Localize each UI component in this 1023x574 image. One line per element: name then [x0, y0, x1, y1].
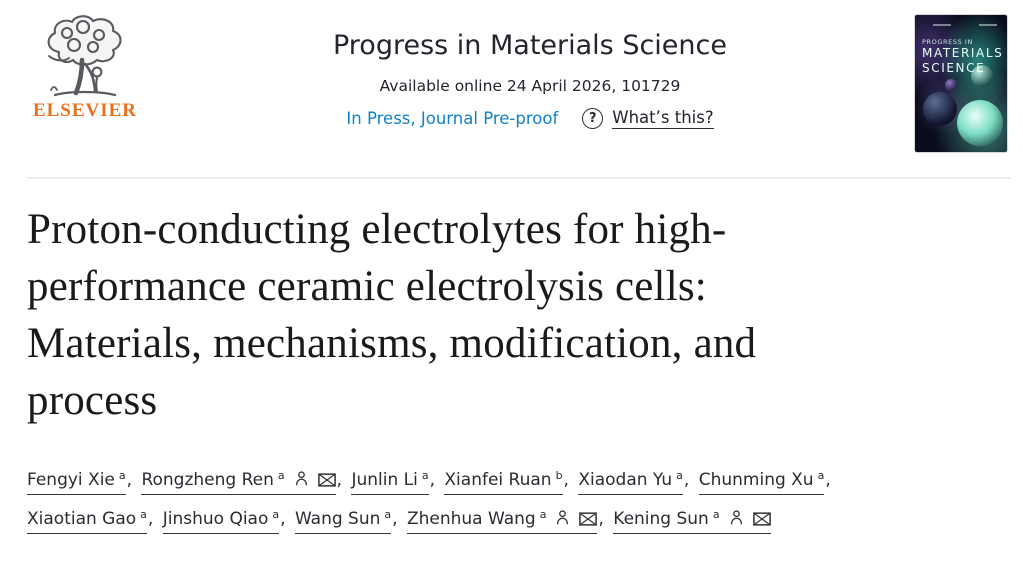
- author-link-xiaotian-gao[interactable]: Xiaotian Gao a: [27, 508, 147, 534]
- author-separator: ,: [563, 470, 569, 490]
- author-affiliation-sup: a: [539, 508, 547, 521]
- author-affiliation-sup: a: [421, 469, 429, 482]
- author-separator: ,: [280, 509, 286, 529]
- author-link-chunming-xu[interactable]: Chunming Xu a: [698, 469, 825, 495]
- author-separator: ,: [429, 470, 435, 490]
- author-affiliation-sup: a: [272, 508, 280, 521]
- journal-title-link[interactable]: Progress in Materials Science: [332, 30, 727, 61]
- author-name: Rongzheng Ren: [141, 470, 274, 490]
- article-title: Proton-conducting electrolytes for high-…: [27, 201, 996, 429]
- author-link-junlin-li[interactable]: Junlin Li a: [351, 469, 429, 495]
- author-affiliation-sup: a: [817, 469, 825, 482]
- author-name: Xiaotian Gao: [27, 509, 137, 529]
- question-glyph: ?: [589, 111, 597, 127]
- article-title-line: Proton-conducting electrolytes for high-: [27, 206, 727, 253]
- journal-meta: Progress in Materials Science Available …: [145, 14, 915, 130]
- person-icon: [557, 510, 569, 525]
- author-link-fengyi-xie[interactable]: Fengyi Xie a: [27, 469, 126, 495]
- in-press-link[interactable]: In Press, Journal Pre-proof: [346, 109, 559, 129]
- cover-top-text-decoration: [933, 24, 951, 26]
- elsevier-wordmark: ELSEVIER: [32, 100, 138, 121]
- cover-sphere-art: [945, 79, 957, 91]
- author-name: Xianfei Ruan: [444, 470, 552, 490]
- cover-title-line: MATERIALS: [922, 46, 1004, 61]
- cover-sphere-art: [923, 92, 957, 126]
- author-name: Xiaodan Yu: [578, 470, 673, 490]
- author-affiliation-sup: a: [140, 508, 147, 521]
- question-mark-icon[interactable]: ?: [582, 108, 604, 130]
- author-separator: ,: [126, 470, 133, 490]
- elsevier-logo[interactable]: ELSEVIER: [25, 14, 145, 122]
- envelope-icon: [317, 473, 336, 487]
- author-name: Wang Sun: [294, 509, 381, 529]
- author-link-kening-sun[interactable]: Kening Sun a: [613, 508, 771, 534]
- author-name: Kening Sun: [613, 509, 709, 529]
- author-affiliation-sup: a: [712, 508, 720, 521]
- author-affiliation-sup: a: [676, 469, 683, 482]
- author-link-rongzheng-ren[interactable]: Rongzheng Ren a: [141, 469, 336, 495]
- author-affiliation-sup: a: [277, 469, 285, 482]
- cover-sphere-art: [957, 100, 1003, 146]
- cover-title: PROGRESS IN MATERIALS SCIENCE: [922, 38, 1003, 76]
- cover-title-line: SCIENCE: [922, 61, 986, 76]
- journal-cover-thumbnail[interactable]: PROGRESS IN MATERIALS SCIENCE: [915, 15, 1007, 152]
- envelope-icon: [752, 512, 771, 526]
- cover-title-kicker: PROGRESS IN: [922, 38, 973, 46]
- elsevier-tree-icon: [47, 15, 122, 97]
- author-name: Jinshuo Qiao: [162, 509, 269, 529]
- author-affiliation-sup: b: [555, 469, 563, 482]
- author-affiliation-sup: a: [118, 469, 126, 482]
- author-name: Zhenhua Wang: [406, 509, 536, 529]
- whats-this-link[interactable]: What’s this?: [612, 108, 714, 130]
- author-link-xiaodan-yu[interactable]: Xiaodan Yu a: [578, 469, 683, 495]
- article-main: Proton-conducting electrolytes for high-…: [0, 201, 1023, 534]
- author-link-wang-sun[interactable]: Wang Sun a: [294, 508, 392, 534]
- cover-top-text-decoration: [979, 24, 997, 26]
- available-online-text: Available online 24 April 2026, 101729: [379, 77, 681, 96]
- author-affiliation-sup: a: [384, 508, 392, 521]
- author-separator: ,: [683, 470, 690, 490]
- article-title-line: Materials, mechanisms, modification, and: [27, 320, 757, 367]
- person-icon: [295, 471, 307, 486]
- header-divider: [27, 177, 1010, 179]
- article-title-line: process: [27, 377, 158, 424]
- press-status-row: In Press, Journal Pre-proof ? What’s thi…: [145, 108, 915, 130]
- author-link-jinshuo-qiao[interactable]: Jinshuo Qiao a: [162, 508, 280, 534]
- author-row-1: Fengyi Xie a, Rongzheng Ren a, Junlin Li a,…: [27, 469, 996, 495]
- author-name: Fengyi Xie: [27, 470, 115, 490]
- author-name: Junlin Li: [351, 470, 418, 490]
- cover-sphere-art: [971, 65, 993, 87]
- article-title-line: performance ceramic electrolysis cells:: [27, 263, 707, 310]
- envelope-icon: [579, 512, 598, 526]
- author-list: Fengyi Xie a, Rongzheng Ren a, Junlin Li a,…: [27, 469, 996, 534]
- author-row-2: Xiaotian Gao a, Jinshuo Qiao a, Wang Sun a,…: [27, 508, 996, 534]
- author-separator: ,: [825, 470, 831, 490]
- author-separator: ,: [336, 470, 343, 490]
- author-separator: ,: [598, 509, 604, 529]
- author-separator: ,: [392, 509, 398, 529]
- author-link-xianfei-ruan[interactable]: Xianfei Ruan b: [444, 469, 563, 495]
- author-link-zhenhua-wang[interactable]: Zhenhua Wang a: [406, 508, 598, 534]
- journal-header: ELSEVIER Progress in Materials Science A…: [0, 0, 1023, 152]
- person-icon: [730, 510, 742, 525]
- author-name: Chunming Xu: [698, 470, 814, 490]
- author-separator: ,: [147, 509, 154, 529]
